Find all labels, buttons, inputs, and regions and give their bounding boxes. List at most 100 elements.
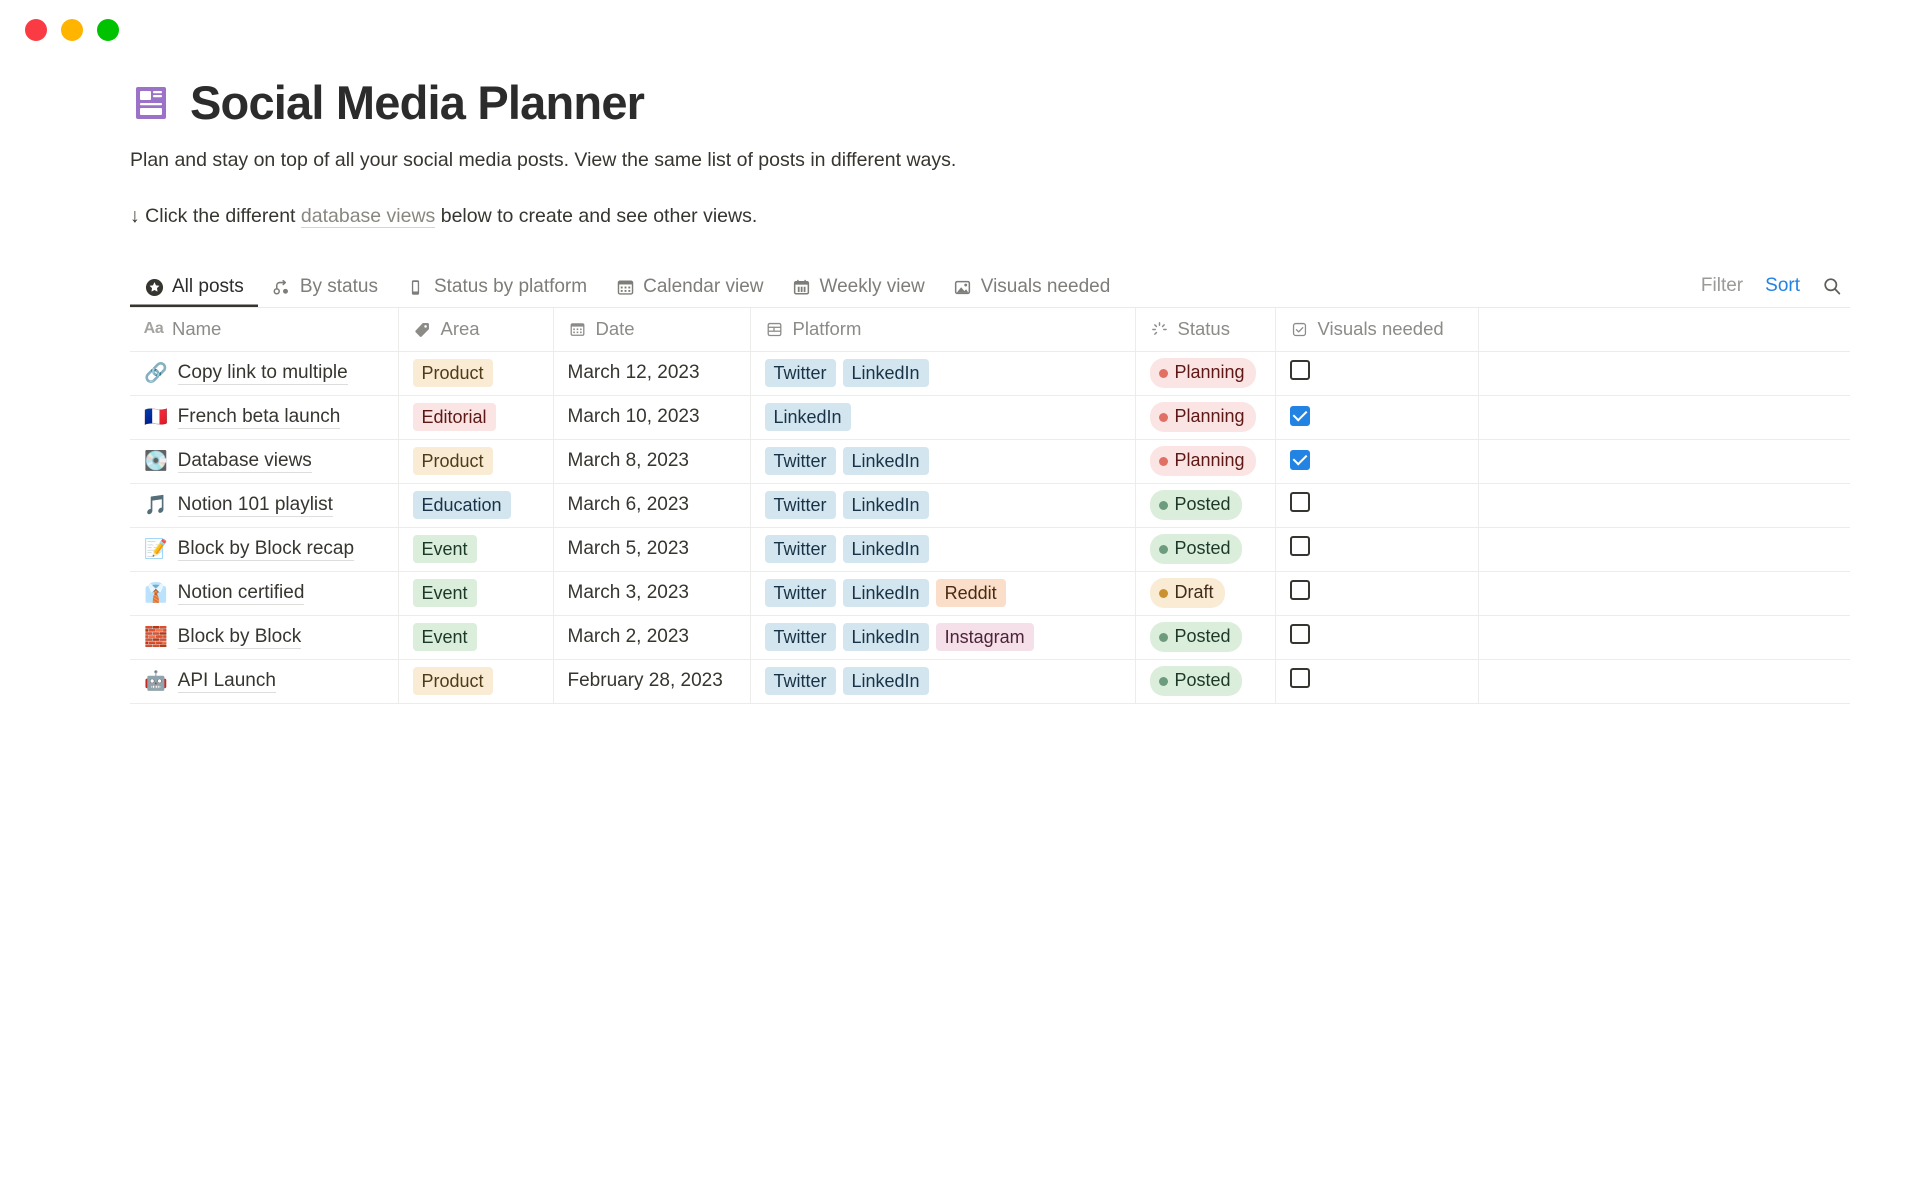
cell-area[interactable]: Education [398, 483, 554, 528]
cell-status[interactable]: Planning [1135, 439, 1276, 484]
table-row[interactable]: 🇫🇷 French beta launch Editorial March 10… [130, 395, 1850, 440]
column-header-visuals-needed[interactable]: Visuals needed [1275, 308, 1479, 352]
tab-by-status[interactable]: By status [258, 264, 392, 307]
area-tag[interactable]: Product [412, 446, 493, 476]
cell-date[interactable]: March 8, 2023 [553, 439, 751, 484]
visuals-needed-checkbox[interactable] [1289, 405, 1310, 426]
database-views-link[interactable]: database views [300, 204, 436, 228]
cell-area[interactable]: Event [398, 615, 554, 660]
status-badge[interactable]: Posted [1149, 666, 1242, 696]
platform-tag[interactable]: LinkedIn [842, 666, 929, 696]
cell-status[interactable]: Posted [1135, 527, 1276, 572]
cell-date[interactable]: March 3, 2023 [553, 571, 751, 616]
cell-date[interactable]: March 6, 2023 [553, 483, 751, 528]
cell-area[interactable]: Editorial [398, 395, 554, 440]
column-header-area[interactable]: Area [398, 308, 554, 352]
table-row[interactable]: 📝 Block by Block recap Event March 5, 20… [130, 527, 1850, 572]
table-row[interactable]: 👔 Notion certified Event March 3, 2023 T… [130, 571, 1850, 616]
table-row[interactable]: 🔗 Copy link to multiple Product March 12… [130, 351, 1850, 396]
cell-visuals-needed[interactable] [1275, 527, 1479, 572]
cell-area[interactable]: Event [398, 571, 554, 616]
platform-tag[interactable]: LinkedIn [842, 534, 929, 564]
row-name-label[interactable]: Notion certified [177, 581, 305, 605]
cell-status[interactable]: Planning [1135, 395, 1276, 440]
status-badge[interactable]: Posted [1149, 534, 1242, 564]
cell-visuals-needed[interactable] [1275, 659, 1479, 704]
platform-tag[interactable]: LinkedIn [842, 358, 929, 388]
visuals-needed-checkbox[interactable] [1289, 536, 1310, 557]
cell-status[interactable]: Posted [1135, 615, 1276, 660]
cell-name[interactable]: 🎵 Notion 101 playlist [130, 483, 399, 528]
platform-tag[interactable]: Twitter [764, 534, 836, 564]
table-row[interactable]: 🎵 Notion 101 playlist Education March 6,… [130, 483, 1850, 528]
column-header-platform[interactable]: Platform [750, 308, 1136, 352]
visuals-needed-checkbox[interactable] [1289, 360, 1310, 381]
visuals-needed-checkbox[interactable] [1289, 624, 1310, 645]
row-name-label[interactable]: Copy link to multiple [177, 361, 348, 385]
visuals-needed-checkbox[interactable] [1289, 668, 1310, 689]
tab-calendar-view[interactable]: Calendar view [601, 264, 777, 307]
platform-tag[interactable]: Twitter [764, 666, 836, 696]
tab-visuals-needed[interactable]: Visuals needed [939, 264, 1125, 307]
cell-name[interactable]: 📝 Block by Block recap [130, 527, 399, 572]
status-badge[interactable]: Posted [1149, 490, 1242, 520]
cell-date[interactable]: March 5, 2023 [553, 527, 751, 572]
cell-name[interactable]: 💽 Database views [130, 439, 399, 484]
area-tag[interactable]: Event [412, 534, 477, 564]
tab-weekly-view[interactable]: Weekly view [778, 264, 939, 307]
visuals-needed-checkbox[interactable] [1289, 580, 1310, 601]
cell-status[interactable]: Posted [1135, 483, 1276, 528]
area-tag[interactable]: Event [412, 622, 477, 652]
cell-platform[interactable]: Twitter LinkedIn Reddit [750, 571, 1136, 616]
platform-tag[interactable]: LinkedIn [764, 402, 851, 432]
visuals-needed-checkbox[interactable] [1289, 449, 1310, 470]
cell-platform[interactable]: Twitter LinkedIn Instagram [750, 615, 1136, 660]
visuals-needed-checkbox[interactable] [1289, 492, 1310, 513]
cell-area[interactable]: Event [398, 527, 554, 572]
cell-platform[interactable]: Twitter LinkedIn [750, 351, 1136, 396]
column-header-status[interactable]: Status [1135, 308, 1276, 352]
row-name-label[interactable]: French beta launch [177, 405, 341, 429]
sort-button[interactable]: Sort [1765, 275, 1800, 297]
area-tag[interactable]: Event [412, 578, 477, 608]
cell-name[interactable]: 🔗 Copy link to multiple [130, 351, 399, 396]
cell-visuals-needed[interactable] [1275, 351, 1479, 396]
close-window-button[interactable] [25, 19, 47, 41]
tab-all-posts[interactable]: All posts [130, 264, 258, 307]
area-tag[interactable]: Product [412, 358, 493, 388]
row-name-label[interactable]: Database views [177, 449, 312, 473]
platform-tag[interactable]: Instagram [935, 622, 1034, 652]
cell-visuals-needed[interactable] [1275, 439, 1479, 484]
status-badge[interactable]: Draft [1149, 578, 1225, 608]
platform-tag[interactable]: LinkedIn [842, 622, 929, 652]
row-name-label[interactable]: Notion 101 playlist [177, 493, 333, 517]
cell-name[interactable]: 🧱 Block by Block [130, 615, 399, 660]
cell-status[interactable]: Posted [1135, 659, 1276, 704]
platform-tag[interactable]: LinkedIn [842, 578, 929, 608]
table-row[interactable]: 💽 Database views Product March 8, 2023 T… [130, 439, 1850, 484]
row-name-label[interactable]: API Launch [177, 669, 276, 693]
cell-name[interactable]: 🇫🇷 French beta launch [130, 395, 399, 440]
platform-tag[interactable]: Twitter [764, 446, 836, 476]
platform-tag[interactable]: Twitter [764, 622, 836, 652]
column-header-date[interactable]: Date [553, 308, 751, 352]
cell-visuals-needed[interactable] [1275, 483, 1479, 528]
maximize-window-button[interactable] [97, 19, 119, 41]
platform-tag[interactable]: Twitter [764, 358, 836, 388]
cell-area[interactable]: Product [398, 439, 554, 484]
status-badge[interactable]: Posted [1149, 622, 1242, 652]
cell-date[interactable]: March 2, 2023 [553, 615, 751, 660]
area-tag[interactable]: Product [412, 666, 493, 696]
platform-tag[interactable]: Twitter [764, 578, 836, 608]
status-badge[interactable]: Planning [1149, 358, 1256, 388]
search-icon[interactable] [1822, 276, 1842, 296]
cell-area[interactable]: Product [398, 659, 554, 704]
cell-visuals-needed[interactable] [1275, 615, 1479, 660]
platform-tag[interactable]: LinkedIn [842, 446, 929, 476]
cell-visuals-needed[interactable] [1275, 395, 1479, 440]
area-tag[interactable]: Education [412, 490, 511, 520]
cell-name[interactable]: 🤖 API Launch [130, 659, 399, 704]
cell-status[interactable]: Draft [1135, 571, 1276, 616]
cell-status[interactable]: Planning [1135, 351, 1276, 396]
platform-tag[interactable]: Reddit [935, 578, 1006, 608]
